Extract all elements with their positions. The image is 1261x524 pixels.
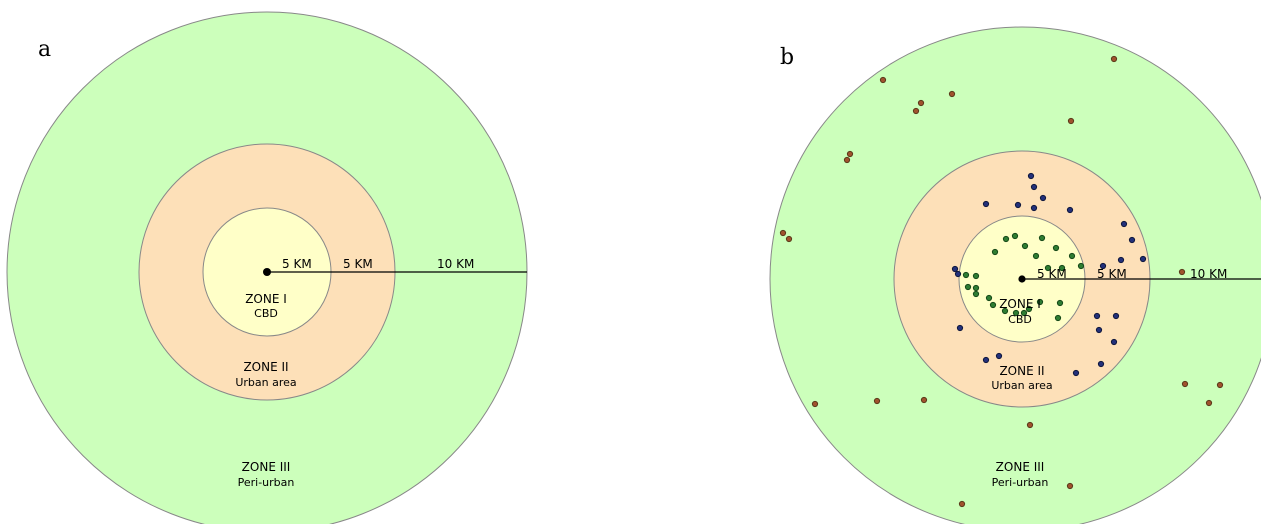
panel-a: a 5 KM 5 KM 10 KM ZONE I CBD ZONE II Urb… [6, 11, 528, 524]
zone3-point [1110, 55, 1118, 63]
zone2-point [1066, 206, 1074, 214]
panel-a-km-label-1: 5 KM [282, 257, 312, 271]
zone3-point [958, 500, 966, 508]
zone1-point [1038, 234, 1046, 242]
zone2-point [1139, 255, 1147, 263]
panel-b-zone3-sub: Peri-urban [992, 476, 1049, 489]
panel-b-zone1-points [962, 232, 1085, 322]
zone3-point [1205, 399, 1213, 407]
panel-b-zone1-title: ZONE I [999, 297, 1041, 311]
zone3-point [879, 76, 887, 84]
panel-b-label: b [780, 45, 794, 70]
zone2-point [1095, 326, 1103, 334]
zone1-point [1044, 264, 1052, 272]
panel-b-km-label-1: 5 KM [1037, 267, 1067, 281]
panel-b-zone3-title: ZONE III [996, 460, 1045, 474]
zone2-point [982, 200, 990, 208]
panel-a-zone1-title: ZONE I [245, 292, 287, 306]
zone3-point [1178, 268, 1186, 276]
panel-b-zone2-title: ZONE II [999, 364, 1044, 378]
zone2-point [1120, 220, 1128, 228]
zone1-point [1025, 305, 1033, 313]
zone3-point [846, 150, 854, 158]
zone2-point [1099, 262, 1107, 270]
panel-b-zone1-sub: CBD [1008, 313, 1032, 326]
zone3-point [1026, 421, 1034, 429]
zone1-point [1056, 299, 1064, 307]
panel-a-zone2-title: ZONE II [243, 360, 288, 374]
panel-a-zone1-sub: CBD [254, 307, 278, 320]
zone3-point [1066, 482, 1074, 490]
panel-a-zone3-title: ZONE III [242, 460, 291, 474]
panel-a-label: a [38, 37, 51, 62]
zone2-point [995, 352, 1003, 360]
zone1-point [1077, 262, 1085, 270]
zone2-point [1027, 172, 1035, 180]
zone2-point [1030, 204, 1038, 212]
panel-a-km-label-2: 5 KM [343, 257, 373, 271]
zone1-point [1068, 252, 1076, 260]
zone2-point [1072, 369, 1080, 377]
zone1-point [1020, 309, 1028, 317]
panel-a-km-label-3: 10 KM [437, 257, 474, 271]
zone1-point [985, 294, 993, 302]
zone2-point [956, 324, 964, 332]
zone2-point [982, 356, 990, 364]
panel-b-km-label-3: 10 KM [1190, 267, 1227, 281]
zone1-point [1058, 264, 1066, 272]
panel-a-center-point [263, 268, 271, 276]
zone2-point [1128, 236, 1136, 244]
zone1-point [1054, 314, 1062, 322]
panel-b-center-point [1018, 275, 1026, 283]
zone1-point [1036, 298, 1044, 306]
zone3-point [779, 229, 787, 237]
zone2-point [1093, 312, 1101, 320]
zone1-point [989, 301, 997, 309]
zone1-point [972, 284, 980, 292]
zone1-point [962, 271, 970, 279]
zone2-point [951, 265, 959, 273]
zone2-point [954, 270, 962, 278]
panel-b-km-label-2: 5 KM [1097, 267, 1127, 281]
zone1-point [1002, 235, 1010, 243]
zone2-point [1110, 338, 1118, 346]
zone1-point [991, 248, 999, 256]
zone3-point [785, 235, 793, 243]
zone2-point [1112, 312, 1120, 320]
zone2-point [1039, 194, 1047, 202]
zone3-point [811, 400, 819, 408]
panel-a-zone3-sub: Peri-urban [238, 476, 295, 489]
panel-a-zone2-sub: Urban area [235, 376, 296, 389]
zone1-point [1052, 244, 1060, 252]
zone1-point [964, 283, 972, 291]
zone1-point [972, 290, 980, 298]
zone1-point [1021, 242, 1029, 250]
zone1-point [1012, 309, 1020, 317]
panel-b-zone2-points [951, 172, 1147, 377]
zone3-point [843, 156, 851, 164]
zone2-point [1030, 183, 1038, 191]
zone2-point [1117, 256, 1125, 264]
zone2-point [1014, 201, 1022, 209]
panel-b-zone3-points [779, 55, 1224, 508]
zone3-point [1067, 117, 1075, 125]
zone1-point [1001, 307, 1009, 315]
zone1-point [1011, 232, 1019, 240]
zone3-point [873, 397, 881, 405]
zone1-point [1032, 252, 1040, 260]
zone2-point [1097, 360, 1105, 368]
zone3-point [920, 396, 928, 404]
zone3-point [917, 99, 925, 107]
zone3-point [1181, 380, 1189, 388]
panel-b-zone2-sub: Urban area [991, 379, 1052, 392]
panel-b: b [769, 26, 1261, 524]
zone1-point [972, 272, 980, 280]
zone3-point [1216, 381, 1224, 389]
zone3-point [912, 107, 920, 115]
zone3-point [948, 90, 956, 98]
